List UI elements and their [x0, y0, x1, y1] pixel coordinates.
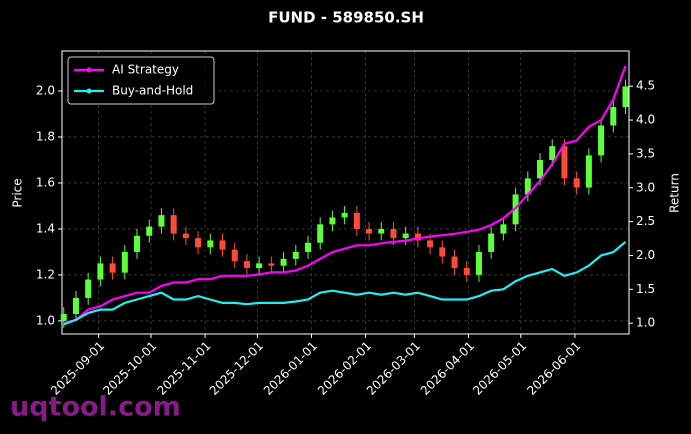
candle-body — [207, 240, 214, 248]
plot-frame — [61, 50, 630, 335]
y-tick-label: 2.0 — [36, 84, 55, 98]
candle-body — [585, 155, 592, 188]
y-tick-label: 1.2 — [36, 267, 55, 281]
candle-body — [109, 263, 116, 273]
candle-body — [292, 251, 299, 259]
y2-tick-label: 4.0 — [636, 113, 655, 127]
candle-body — [598, 125, 605, 156]
legend-label: Buy-and-Hold — [112, 84, 193, 98]
candle-body — [475, 251, 482, 275]
candle-body — [329, 217, 336, 225]
candle-body — [304, 242, 311, 252]
candle-body — [451, 256, 458, 269]
candle-body — [85, 279, 92, 298]
y-tick-label: 1.4 — [36, 221, 55, 235]
candle-body — [134, 235, 141, 252]
candle-body — [268, 263, 275, 266]
candle-body — [280, 258, 287, 266]
candle-body — [60, 313, 67, 321]
candle-body — [170, 215, 177, 234]
return-line — [63, 65, 627, 325]
candle-body — [219, 240, 226, 250]
y2-tick-label: 4.5 — [636, 79, 655, 93]
legend-label: AI Strategy — [112, 63, 179, 77]
candle-body — [402, 233, 409, 239]
candle-body — [549, 146, 556, 160]
candle-body — [463, 268, 470, 275]
candle-body — [158, 215, 165, 227]
candle-body — [121, 251, 128, 273]
legend: AI Strategy Buy-and-Hold — [67, 56, 215, 105]
candle-body — [341, 212, 348, 218]
candle-body — [500, 224, 507, 234]
y2-tick-label: 3.5 — [636, 146, 655, 160]
candle-body — [243, 261, 250, 269]
chart-title: FUND - 589850.SH — [268, 9, 424, 27]
candle-body — [72, 297, 79, 314]
candle-body — [488, 233, 495, 252]
legend-marker — [86, 67, 92, 73]
candle-body — [390, 228, 397, 239]
candle-body — [317, 224, 324, 243]
y-axis-label: Price — [11, 178, 25, 207]
candle-body — [573, 178, 580, 188]
return-line — [63, 241, 627, 326]
y-tick-label: 1.8 — [36, 129, 55, 143]
candle-body — [146, 226, 153, 236]
watermark: uqtool.com — [10, 392, 181, 423]
candle-body — [195, 238, 202, 248]
candle-body — [353, 212, 360, 229]
y2-tick-label: 3.0 — [636, 180, 655, 194]
candle-body — [378, 228, 385, 234]
candle-body — [366, 228, 373, 234]
candle-body — [439, 247, 446, 257]
candle-body — [97, 263, 104, 280]
candle-body — [414, 233, 421, 241]
candle-body — [537, 159, 544, 179]
legend-box — [67, 56, 215, 105]
candle-body — [427, 240, 434, 248]
legend-marker — [86, 88, 92, 94]
y-tick-label: 1.6 — [36, 175, 55, 189]
candle-body — [182, 233, 189, 239]
candle-body — [622, 86, 629, 108]
y2-tick-label: 2.0 — [636, 248, 655, 262]
y2-tick-label: 1.5 — [636, 282, 655, 296]
candle-body — [256, 263, 263, 269]
candle-body — [231, 249, 238, 262]
candle-body — [561, 146, 568, 179]
y2-tick-label: 2.5 — [636, 214, 655, 228]
y2-axis-label: Return — [668, 173, 682, 213]
y2-tick-label: 1.0 — [636, 316, 655, 330]
y-tick-label: 1.0 — [36, 313, 55, 327]
candle-body — [610, 107, 617, 126]
candle-body — [524, 178, 531, 195]
